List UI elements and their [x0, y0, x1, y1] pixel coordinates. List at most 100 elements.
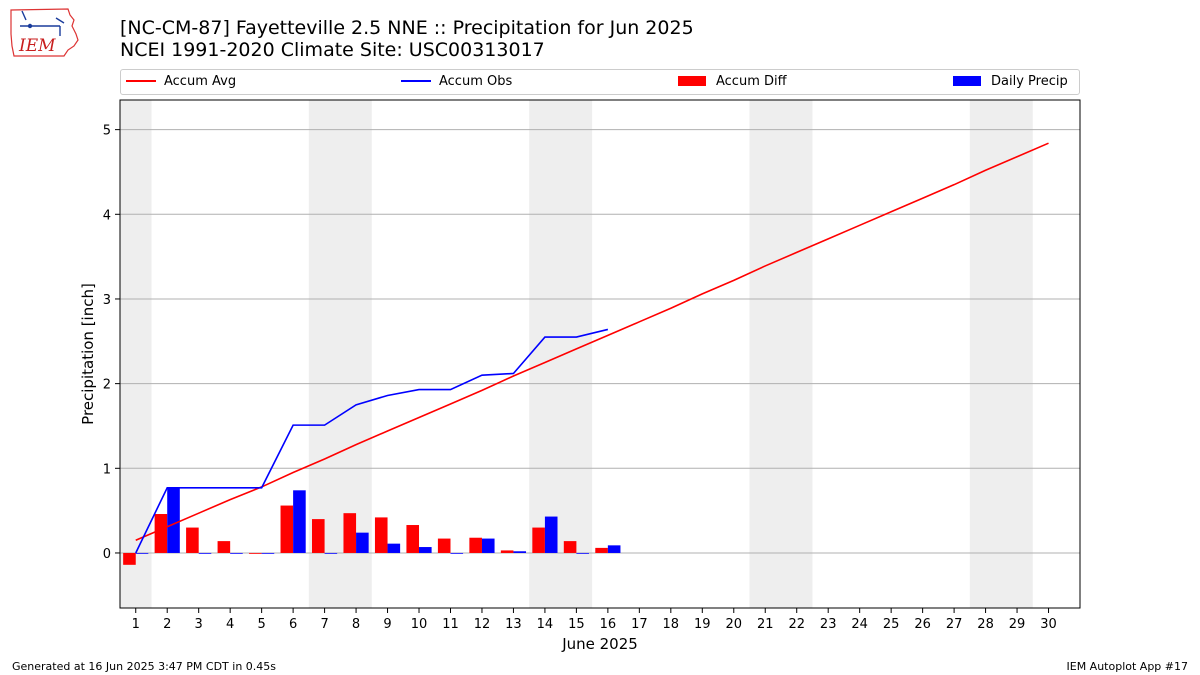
x-tick-label-25: 25 [883, 617, 900, 632]
y-tick-label-3: 3 [103, 293, 111, 308]
x-tick-label-3: 3 [195, 617, 203, 632]
y-axis-label: Precipitation [inch] [79, 283, 97, 425]
logo-text: IEM [18, 36, 56, 56]
line-accum-obs [135, 328, 609, 554]
bar-accum-diff-day-1 [123, 552, 136, 565]
y-tick-label-5: 5 [103, 124, 111, 139]
x-tick-label-10: 10 [411, 617, 428, 632]
x-tick-label-12: 12 [474, 617, 491, 632]
bar-accum-diff-day-13 [500, 550, 514, 553]
bar-accum-diff-day-11 [437, 538, 451, 553]
bar-daily-precip-day-10 [419, 547, 432, 553]
bar-accum-diff-day-7 [312, 519, 325, 553]
iem-logo: IEM [10, 8, 79, 57]
y-tick-label-1: 1 [103, 462, 111, 477]
x-tick-label-11: 11 [442, 617, 459, 632]
x-tick-label-13: 13 [505, 617, 522, 632]
x-tick-label-20: 20 [725, 617, 742, 632]
bar-daily-precip-day-14 [544, 516, 558, 553]
x-tick-label-5: 5 [257, 617, 265, 632]
x-tick-label-14: 14 [537, 617, 554, 632]
weekend-shade-2 [529, 100, 593, 608]
bar-accum-diff-day-6 [280, 505, 294, 553]
bar-accum-diff-day-8 [343, 513, 357, 553]
legend-label-accum-diff: Accum Diff [716, 74, 787, 89]
bar-daily-precip-day-2 [167, 487, 180, 553]
bar-accum-diff-day-2 [154, 514, 168, 553]
footer-generated: Generated at 16 Jun 2025 3:47 PM CDT in … [12, 660, 277, 673]
x-tick-label-29: 29 [1009, 617, 1026, 632]
legend-swatch-accum-obs [401, 79, 431, 82]
bar-daily-precip-day-5 [261, 552, 275, 554]
x-tick-label-19: 19 [694, 617, 711, 632]
legend-item-accum-avg: Accum Avg [126, 74, 236, 90]
bar-accum-diff-day-16 [595, 547, 608, 553]
y-tick-label-0: 0 [103, 547, 111, 562]
bar-accum-diff-day-12 [469, 537, 482, 553]
x-tick-label-30: 30 [1040, 617, 1057, 632]
legend-swatch-accum-avg [126, 79, 156, 82]
bar-accum-diff-day-3 [186, 527, 199, 553]
weekend-shade-0 [120, 100, 152, 608]
iowa-outline-icon [10, 8, 79, 57]
bar-daily-precip-day-3 [198, 552, 212, 554]
x-tick-label-21: 21 [757, 617, 774, 632]
x-tick-label-23: 23 [820, 617, 837, 632]
legend-item-daily-precip: Daily Precip [953, 74, 1068, 90]
bar-accum-diff-day-4 [217, 541, 231, 553]
y-tick-label-2: 2 [103, 378, 111, 393]
footer-app: IEM Autoplot App #17 [1066, 660, 1189, 673]
legend-item-accum-diff: Accum Diff [678, 74, 787, 90]
legend-label-accum-obs: Accum Obs [439, 74, 513, 89]
x-tick-label-4: 4 [226, 617, 234, 632]
bar-accum-diff-day-10 [406, 525, 420, 553]
bar-daily-precip-day-6 [293, 490, 306, 553]
x-tick-label-26: 26 [914, 617, 931, 632]
legend-label-daily-precip: Daily Precip [991, 74, 1068, 89]
title-line-1: [NC-CM-87] Fayetteville 2.5 NNE :: Preci… [120, 17, 694, 39]
plot-frame [119, 99, 1081, 609]
bar-daily-precip-day-12 [481, 538, 495, 553]
x-tick-label-17: 17 [631, 617, 648, 632]
chart-legend: Accum Avg Accum Obs Accum Diff Daily Pre… [120, 69, 1080, 95]
bar-daily-precip-day-15 [576, 552, 589, 554]
title-line-2: NCEI 1991-2020 Climate Site: USC00313017 [120, 39, 545, 61]
x-tick-label-6: 6 [289, 617, 297, 632]
x-tick-label-24: 24 [851, 617, 868, 632]
x-tick-label-7: 7 [320, 617, 328, 632]
x-tick-label-18: 18 [663, 617, 680, 632]
bar-accum-diff-day-14 [532, 527, 545, 553]
x-tick-label-2: 2 [163, 617, 171, 632]
x-axis-label: June 2025 [561, 635, 638, 653]
plot-area [120, 100, 1080, 608]
bar-accum-diff-day-15 [563, 541, 577, 553]
legend-swatch-accum-diff [678, 75, 706, 86]
x-tick-label-8: 8 [352, 617, 360, 632]
bar-daily-precip-day-11 [450, 552, 464, 554]
chart-title: [NC-CM-87] Fayetteville 2.5 NNE :: Preci… [120, 17, 694, 61]
line-accum-avg [135, 142, 1049, 542]
legend-label-accum-avg: Accum Avg [164, 74, 237, 89]
bar-daily-precip-day-9 [387, 543, 401, 553]
bar-daily-precip-day-4 [230, 552, 243, 554]
x-tick-label-15: 15 [568, 617, 585, 632]
x-tick-label-28: 28 [977, 617, 994, 632]
bar-accum-diff-day-9 [374, 517, 388, 553]
x-tick-label-27: 27 [946, 617, 963, 632]
x-tick-label-22: 22 [788, 617, 805, 632]
x-tick-label-1: 1 [132, 617, 140, 632]
legend-swatch-daily-precip [953, 75, 981, 86]
x-tick-label-9: 9 [383, 617, 391, 632]
bar-daily-precip-day-7 [324, 552, 338, 554]
x-tick-label-16: 16 [600, 617, 617, 632]
bar-accum-diff-day-5 [249, 552, 262, 554]
bar-daily-precip-day-13 [513, 551, 527, 553]
bar-daily-precip-day-8 [356, 532, 369, 553]
legend-item-accum-obs: Accum Obs [401, 74, 512, 90]
weekend-shade-3 [749, 100, 813, 608]
y-tick-label-4: 4 [103, 208, 111, 223]
bar-daily-precip-day-16 [607, 545, 621, 553]
bar-daily-precip-day-1 [135, 552, 149, 554]
weekend-shade-4 [969, 100, 1033, 608]
